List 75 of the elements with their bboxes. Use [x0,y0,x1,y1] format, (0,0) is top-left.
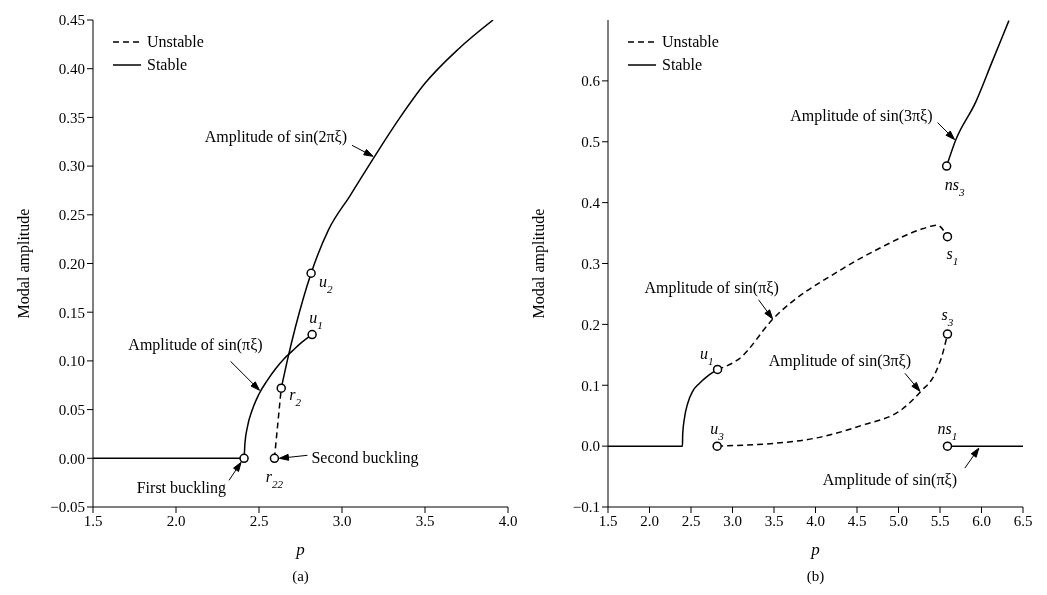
annotation: Amplitude of sin(3πξ) [768,352,912,371]
x-tick-label: 1.5 [83,512,103,529]
y-tick-label: 0.3 [581,255,600,272]
annotation: First buckling [136,479,227,498]
y-tick-label: −0.1 [572,499,600,516]
x-tick-label: 2.5 [249,512,269,529]
y-tick-label: 0.15 [58,304,85,321]
y-tick-label: −0.05 [50,499,85,516]
x-tick-label: 6.5 [1013,512,1033,529]
point [942,441,953,451]
point [942,231,953,242]
y-tick-label: 0.00 [58,450,85,467]
legend-label: Unstable [147,33,204,50]
legend-label: Unstable [662,33,719,50]
y-axis-title: Modal amplitude [530,208,548,319]
annotation: Amplitude of sin(πξ) [822,471,957,490]
x-tick-label: 5.5 [930,512,950,529]
annotation: s$_{3}$ [941,306,954,329]
y-tick-label: 0.2 [581,316,600,333]
point [269,453,280,464]
x-tick-label: 4.0 [498,512,518,529]
point [942,329,953,339]
text: (b) [806,568,825,585]
y-tick-label: 0.6 [581,73,601,90]
y-axis-title: Modal amplitude [15,208,33,319]
annotation: u$_{1}$ [309,308,323,331]
annotation: r$_{2}$ [289,386,302,409]
y-tick-label: 0.45 [58,12,85,29]
y-tick-label: 0.05 [58,401,85,418]
x-tick-label: 4.0 [806,512,825,529]
x-tick-label: 5.0 [889,512,908,529]
point [712,364,723,375]
point [941,161,952,171]
x-axis-title: p [295,540,305,559]
annotation: u$_{3}$ [710,420,725,443]
annotation: r$_{22}$ [265,468,284,491]
legend-label: Stable [147,56,187,73]
x-tick-label: 6.0 [972,512,991,529]
y-tick-label: 0.4 [581,194,601,211]
x-tick-label: 2.0 [166,512,186,529]
x-tick-label: 3.5 [764,512,784,529]
point [239,453,249,464]
annotation: Amplitude of sin(2πξ) [204,128,348,147]
annotation: u$_{2}$ [319,273,334,296]
annotation: Amplitude of sin(3πξ) [790,106,933,125]
point [276,383,286,393]
annotation: ns$_{3}$ [944,176,965,199]
point [306,268,316,278]
y-tick-label: 0.20 [58,255,85,272]
annotation: u$_{1}$ [699,345,714,368]
y-tick-label: 0.30 [58,158,85,175]
x-tick-label: 2.0 [640,512,659,529]
text: (a) [292,568,309,585]
x-tick-label: 3.0 [723,512,742,529]
point [712,441,722,451]
y-tick-label: 0.25 [58,207,85,224]
x-tick-label: 3.0 [332,512,352,529]
annotation: Amplitude of sin(πξ) [128,336,263,355]
x-tick-label: 4.5 [847,512,867,529]
y-tick-label: 0.5 [581,134,600,151]
annotation: s$_{1}$ [946,244,959,267]
x-tick-label: 3.5 [415,512,435,529]
x-tick-label: 1.5 [598,512,618,529]
y-tick-label: 0.10 [58,353,85,370]
x-axis-title: p [810,540,820,559]
x-tick-label: 2.5 [681,512,701,529]
point [307,329,317,340]
annotation: Second buckling [311,449,419,468]
legend-label: Stable [662,56,702,73]
y-tick-label: 0.0 [581,438,600,455]
y-tick-label: 0.35 [58,109,85,126]
y-tick-label: 0.1 [581,377,600,394]
y-tick-label: 0.40 [58,61,85,78]
annotation: Amplitude of sin(πξ) [644,278,779,297]
annotation: ns$_{1}$ [937,420,958,443]
